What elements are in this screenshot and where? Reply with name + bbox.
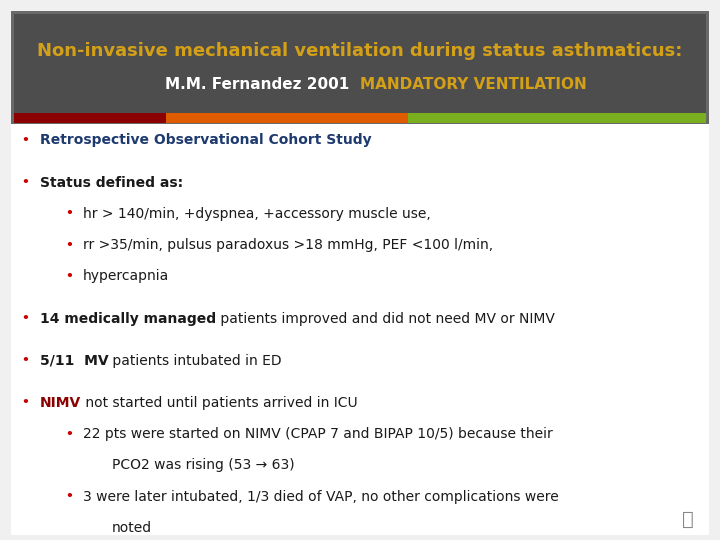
FancyBboxPatch shape (14, 113, 166, 123)
Text: 3 were later intubated, 1/3 died of VAP, no other complications were: 3 were later intubated, 1/3 died of VAP,… (83, 490, 559, 504)
FancyBboxPatch shape (11, 11, 709, 535)
Text: •: • (65, 428, 73, 441)
FancyBboxPatch shape (11, 124, 709, 535)
Text: 5/11  MV: 5/11 MV (40, 354, 108, 368)
Text: Non-invasive mechanical ventilation during status asthmaticus:: Non-invasive mechanical ventilation duri… (37, 42, 683, 60)
Text: •: • (22, 134, 30, 147)
Text: 🔈: 🔈 (683, 510, 694, 529)
Text: rr >35/min, pulsus paradoxus >18 mmHg, PEF <100 l/min,: rr >35/min, pulsus paradoxus >18 mmHg, P… (83, 238, 493, 252)
Text: MANDATORY VENTILATION: MANDATORY VENTILATION (360, 77, 587, 92)
Text: not started until patients arrived in ICU: not started until patients arrived in IC… (81, 396, 357, 410)
Text: PCO2 was rising (53 → 63): PCO2 was rising (53 → 63) (112, 458, 294, 472)
Text: 22 pts were started on NIMV (CPAP 7 and BIPAP 10/5) because their: 22 pts were started on NIMV (CPAP 7 and … (83, 427, 552, 441)
Text: 14 medically managed: 14 medically managed (40, 312, 216, 326)
Text: NIMV: NIMV (40, 396, 81, 410)
Text: •: • (22, 354, 30, 367)
Text: hr > 140/min, +dyspnea, +accessory muscle use,: hr > 140/min, +dyspnea, +accessory muscl… (83, 207, 431, 221)
Text: •: • (65, 239, 73, 252)
Text: •: • (22, 396, 30, 409)
FancyBboxPatch shape (14, 14, 706, 113)
Text: hypercapnia: hypercapnia (83, 269, 169, 284)
Text: noted: noted (112, 521, 152, 535)
FancyBboxPatch shape (408, 113, 706, 123)
Text: patients improved and did not need MV or NIMV: patients improved and did not need MV or… (216, 312, 554, 326)
Text: Retrospective Observational Cohort Study: Retrospective Observational Cohort Study (40, 133, 372, 147)
Text: Status defined as:: Status defined as: (40, 176, 183, 190)
Text: •: • (65, 490, 73, 503)
Text: M.M. Fernandez 2001: M.M. Fernandez 2001 (166, 77, 360, 92)
Text: patients intubated in ED: patients intubated in ED (108, 354, 282, 368)
Text: •: • (65, 270, 73, 283)
FancyBboxPatch shape (166, 113, 408, 123)
Text: •: • (22, 312, 30, 325)
Text: •: • (65, 207, 73, 220)
Text: •: • (22, 176, 30, 189)
